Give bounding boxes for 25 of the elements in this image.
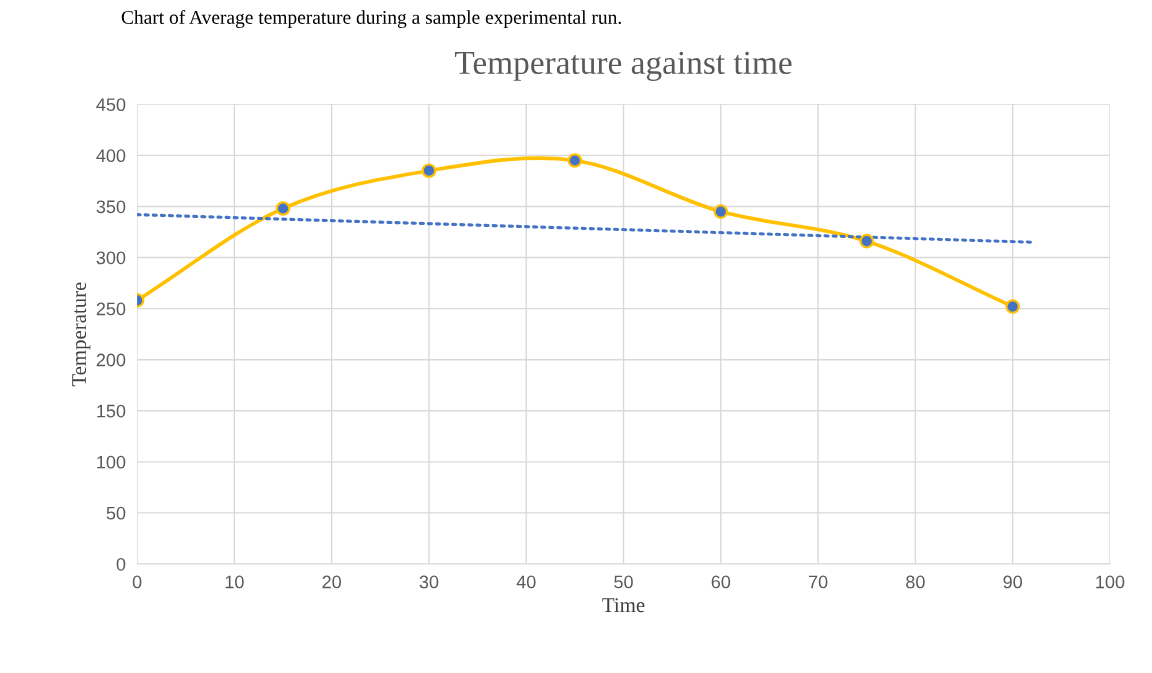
y-tick-label: 400 (96, 149, 126, 163)
x-tick-label: 80 (906, 575, 925, 589)
y-tick-label: 200 (96, 353, 126, 367)
x-axis-title: Time (602, 598, 645, 613)
y-tick-label: 450 (96, 98, 126, 112)
y-tick-label: 100 (97, 455, 126, 469)
x-tick-label: 100 (1096, 575, 1125, 589)
x-tick-label: 30 (419, 575, 439, 589)
chart-title: Temperature against time (454, 51, 792, 81)
y-tick-label: 300 (96, 251, 126, 265)
x-tick-label: 10 (225, 575, 244, 589)
y-tick-label: 0 (116, 557, 126, 571)
y-tick-label: 250 (96, 302, 126, 316)
y-tick-label: 50 (106, 506, 126, 520)
y-tick-label: 150 (97, 404, 126, 418)
x-tick-label: 40 (516, 575, 536, 589)
x-tick-label: 20 (322, 575, 341, 589)
x-tick-label: 50 (614, 575, 633, 589)
x-tick-label: 90 (1003, 575, 1022, 589)
y-axis-title: Temperature (72, 282, 91, 387)
x-tick-label: 60 (711, 575, 731, 589)
x-tick-label: 0 (132, 575, 142, 589)
text: Chart of Average temperature during a sample experimental run. (121, 10, 621, 28)
x-tick-label: 70 (808, 575, 828, 589)
y-tick-label: 350 (96, 200, 126, 214)
